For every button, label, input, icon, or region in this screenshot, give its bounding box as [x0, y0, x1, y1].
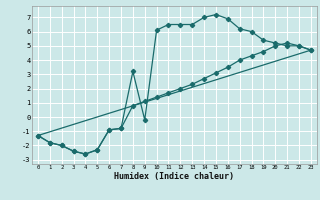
X-axis label: Humidex (Indice chaleur): Humidex (Indice chaleur): [115, 172, 234, 181]
